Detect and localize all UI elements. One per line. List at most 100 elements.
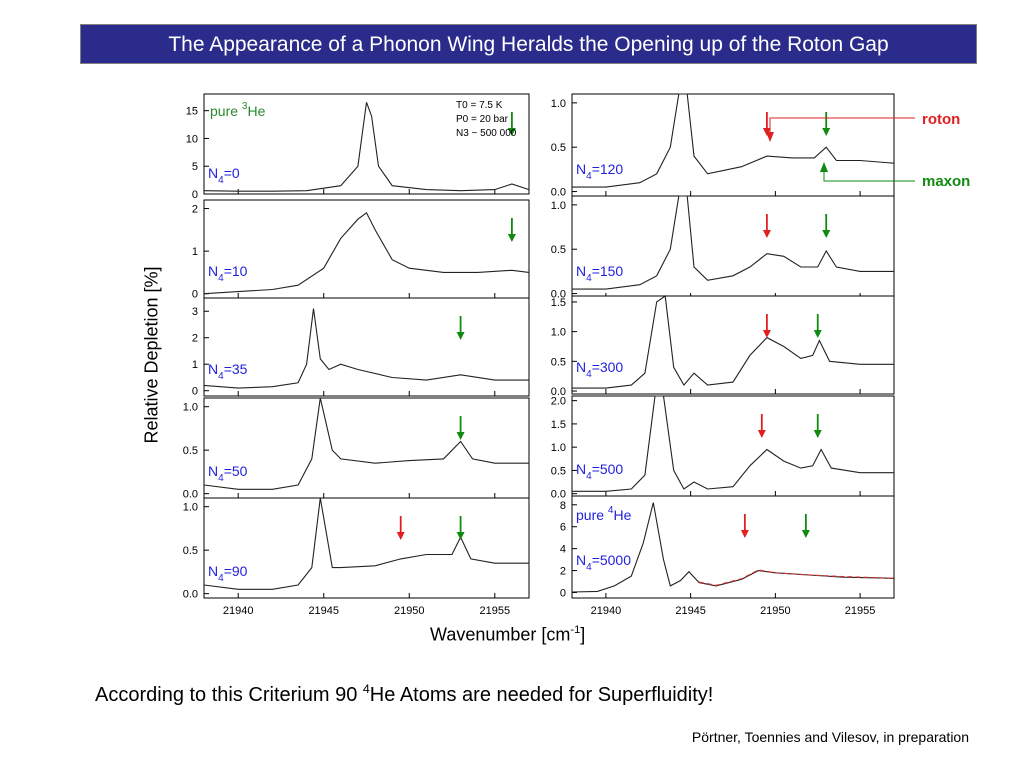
y-tick-label: 15 [186, 106, 198, 118]
y-tick-label: 0.5 [183, 545, 198, 557]
panel-frame [571, 195, 895, 299]
panel-7: 1.0 0.5 0.0 [551, 195, 895, 301]
roton-arrow-head [396, 532, 405, 540]
y-tick-label: 0.0 [551, 289, 566, 301]
y-tick-label: 0.5 [551, 142, 566, 154]
y-tick-label: 0.0 [183, 589, 198, 601]
roton-legend-arrowhead [766, 132, 774, 142]
panel-label-sub: 4 [586, 273, 592, 284]
panel-frame [203, 397, 530, 499]
panel-label-pre: pure [576, 507, 608, 523]
roton-arrow-head [762, 230, 771, 238]
x-tick-label: 21955 [845, 605, 876, 617]
spectrum-line [572, 195, 894, 290]
maxon-arrow-head [456, 332, 465, 340]
maxon-legend-label: maxon [922, 173, 970, 190]
panel-label-sup: 3 [242, 101, 248, 112]
spectrum-line [572, 395, 894, 492]
maxon-arrow-head [507, 234, 516, 242]
panel-label-pre: N [576, 161, 586, 177]
x-tick-label: 21950 [760, 605, 791, 617]
panel-label-sub: 4 [586, 171, 592, 182]
y-tick-label: 10 [186, 133, 198, 145]
panel-label-pre: N [208, 563, 218, 579]
panel-frame [571, 93, 895, 197]
spectrum-line [203, 102, 530, 192]
slide-title: The Appearance of a Phonon Wing Heralds … [80, 24, 977, 64]
y-tick-label: 1.0 [551, 442, 566, 454]
y-tick-label: 0.0 [551, 489, 566, 501]
y-tick-label: 5 [192, 161, 198, 173]
panel-6: 1.0 0.5 0.0 [551, 93, 895, 199]
panel-label-post: =10 [224, 263, 248, 279]
maxon-arrow-head [822, 128, 831, 136]
y-tick-label: 0.0 [183, 489, 198, 501]
panel-label-sub: 4 [586, 562, 592, 573]
y-axis-label: Relative Depletion [%] [141, 266, 162, 444]
y-tick-label: 1.0 [551, 98, 566, 110]
panel-4: 1.0 0.5 0.0 [183, 397, 530, 501]
maxon-arrow-head [507, 128, 516, 136]
spectrum-line [203, 211, 530, 295]
y-tick-label: 1 [192, 246, 198, 258]
panel-label-pre: N [208, 463, 218, 479]
panel-frame [571, 395, 895, 497]
x-tick-label: 21955 [479, 605, 510, 617]
x-axis-label-exponent: -1 [570, 624, 581, 636]
panel-label-post: =0 [224, 165, 240, 181]
y-tick-label: 0.0 [551, 386, 566, 398]
y-tick-label: 0.5 [551, 465, 566, 477]
maxon-arrow-head [813, 330, 822, 338]
panel-3: 3 2 1 0 [192, 297, 530, 398]
panel-label: N4=35 [208, 361, 248, 382]
panel-label-pre: pure [210, 103, 242, 119]
spectrum-line [203, 308, 529, 389]
x-tick-label: 21945 [308, 605, 339, 617]
x-axis-label: Wavenumber [cm-1] [430, 624, 585, 645]
panel-9: 2.0 1.5 1.0 0.5 0.0 [551, 395, 895, 501]
panel-label: N4=50 [208, 463, 248, 484]
panel-2: 2 1 0 [192, 199, 530, 301]
maxon-legend-arrowhead [820, 162, 828, 172]
panel-label-post: =90 [224, 563, 248, 579]
panel-label: N4=0 [208, 165, 240, 186]
panel-frame [203, 93, 530, 195]
conclusion-post: He Atoms are needed for Superfluidity! [369, 684, 714, 707]
panel-label-pre: N [576, 552, 586, 568]
y-tick-label: 1.5 [551, 297, 566, 309]
y-tick-label: 3 [192, 306, 198, 318]
panel-8: 1.5 1.0 0.5 0.0 [551, 295, 895, 398]
panel-1: 15 10 5 0 [186, 93, 530, 201]
x-axis-label-tail: ] [580, 624, 586, 645]
panel-label-pre: N [576, 263, 586, 279]
panel-label-pre: N [576, 359, 586, 375]
panel-label: N4=10 [208, 263, 248, 284]
panel-label-post: =35 [224, 361, 248, 377]
spectrum-line [572, 295, 894, 389]
condition-line: N3 ~ 500 000 [456, 128, 517, 139]
citation: Pörtner, Toennies and Vilesov, in prepar… [691, 729, 969, 745]
condition-line: P0 = 20 bar [456, 114, 509, 125]
y-tick-label: 1.0 [551, 327, 566, 339]
y-tick-label: 8 [560, 500, 566, 512]
conclusion-isotope: 4 [362, 682, 370, 696]
panel-label: pure 4He [576, 505, 632, 523]
y-tick-label: 0.5 [551, 356, 566, 368]
y-tick-label: 1 [192, 359, 198, 371]
panel-label-post: =5000 [592, 552, 632, 568]
maxon-arrow-head [456, 432, 465, 440]
panel-label-post: =50 [224, 463, 248, 479]
y-tick-label: 0 [192, 289, 198, 301]
maxon-arrow-head [813, 430, 822, 438]
maxon-arrow-head [822, 230, 831, 238]
y-tick-label: 2 [560, 566, 566, 578]
panel-label-pre: N [208, 263, 218, 279]
panel-label-post: He [247, 103, 265, 119]
y-tick-label: 2.0 [551, 396, 566, 408]
panel-label-post: =300 [592, 359, 624, 375]
panel-label: N4=5000 [576, 552, 631, 573]
panel-label: N4=120 [576, 161, 623, 182]
panel-label-sub: 4 [218, 371, 224, 382]
y-tick-label: 0 [192, 386, 198, 398]
